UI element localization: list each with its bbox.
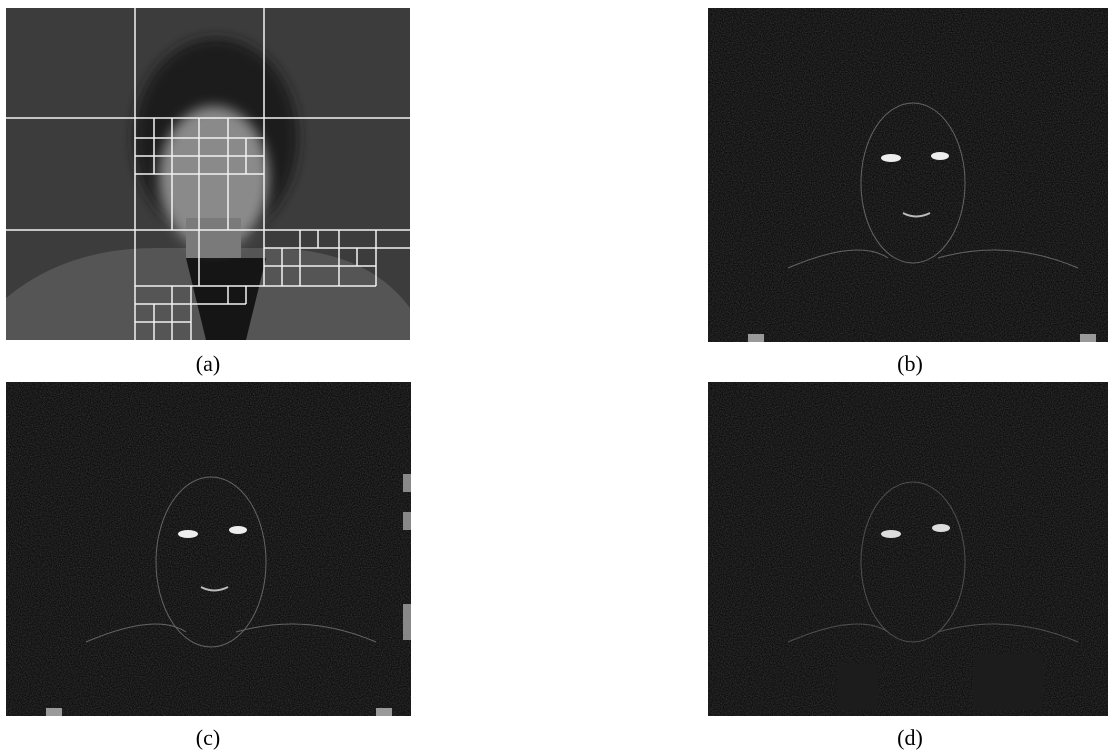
caption: (d)	[870, 725, 950, 751]
panel-d-image	[708, 382, 1108, 716]
panel-c-image	[6, 382, 411, 716]
panel-b-image	[708, 8, 1108, 342]
caption: (a)	[168, 351, 248, 377]
caption: (c)	[168, 725, 248, 751]
panel-a-image	[6, 8, 410, 340]
caption: (b)	[870, 351, 950, 377]
figure-page: (a) (b) (c) (d) (() => { const data = JS…	[0, 0, 1109, 751]
